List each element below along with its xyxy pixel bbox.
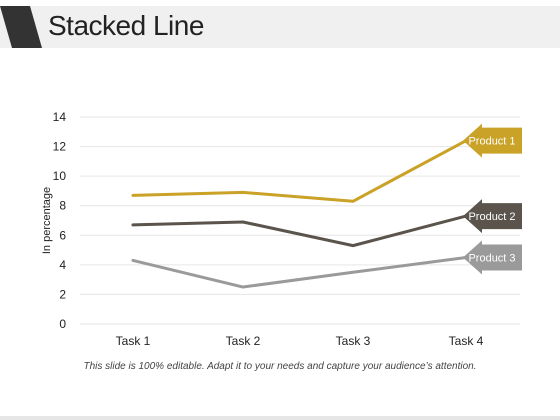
x-tick-label: Task 3: [336, 334, 371, 348]
y-tick-label: 10: [53, 169, 67, 183]
series-label-1: Product 1: [468, 136, 515, 148]
y-tick-label: 4: [59, 258, 66, 272]
series-tag-1: [463, 123, 522, 158]
y-tick-label: 6: [59, 228, 66, 242]
footer-note: This slide is 100% editable. Adapt it to…: [83, 361, 477, 372]
series-line-1: [131, 139, 468, 203]
bottom-strip: [0, 416, 560, 420]
series-line-3: [131, 255, 468, 289]
y-axis-label: In percentage: [41, 187, 53, 254]
series-tag-3: [463, 240, 522, 275]
x-tick-label: Task 4: [449, 334, 484, 348]
y-tick-label: 2: [59, 287, 66, 301]
title-bar: Stacked Line: [0, 6, 560, 48]
title-accent-shape: [0, 6, 42, 48]
series-label-2: Product 2: [468, 211, 515, 223]
y-tick-label: 12: [53, 140, 67, 154]
x-tick-label: Task 1: [116, 334, 151, 348]
y-tick-label: 0: [59, 317, 66, 331]
x-tick-label: Task 2: [226, 334, 261, 348]
y-tick-label: 8: [59, 199, 66, 213]
series-tag-2: [463, 199, 522, 234]
page-title: Stacked Line: [48, 10, 204, 41]
series-line-2: [131, 214, 468, 248]
y-tick-label: 14: [53, 110, 67, 124]
series-label-3: Product 3: [468, 252, 515, 264]
